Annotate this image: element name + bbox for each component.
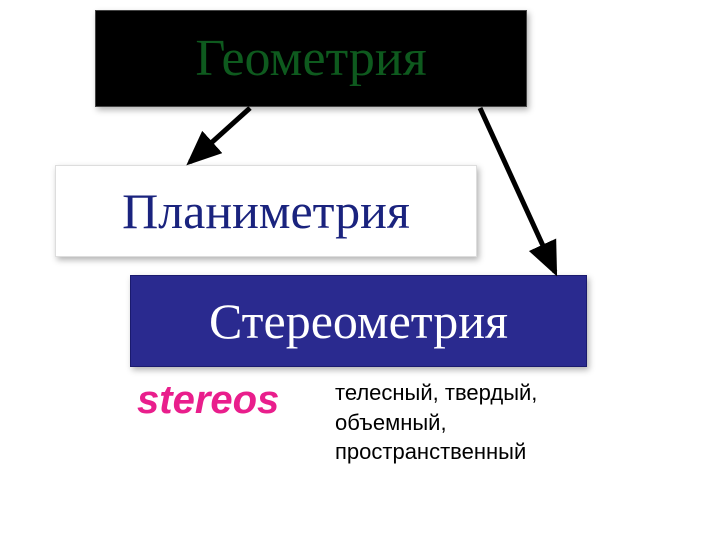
- root-label: Геометрия: [195, 29, 426, 88]
- planimetry-box: Планиметрия: [55, 165, 477, 257]
- etymology-description: телесный, твердый, объемный, пространств…: [335, 378, 635, 467]
- root-box: Геометрия: [95, 10, 527, 107]
- arrow-to-planimetry: [190, 108, 250, 162]
- stereometry-label: Стереометрия: [209, 292, 508, 350]
- etymology-word: stereos: [137, 378, 279, 423]
- arrow-to-stereometry: [480, 108, 555, 272]
- planimetry-label: Планиметрия: [122, 182, 410, 240]
- stereometry-box: Стереометрия: [130, 275, 587, 367]
